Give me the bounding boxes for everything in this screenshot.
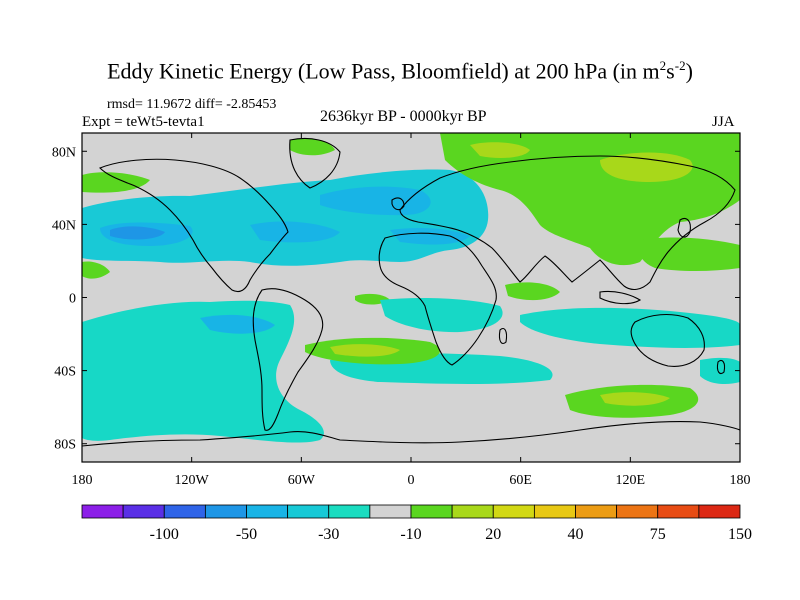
colorbar-swatch xyxy=(575,504,618,519)
colorbar-swatch xyxy=(533,504,576,519)
colorbar-swatch xyxy=(163,504,206,519)
season-label: JJA xyxy=(712,114,735,130)
lat-label: 40S xyxy=(54,365,76,380)
lat-label: 0 xyxy=(69,292,76,307)
coastline-australia xyxy=(630,313,705,367)
lat-label: 80N xyxy=(52,145,76,160)
coastline-africa xyxy=(378,232,497,366)
lat-label: 40N xyxy=(52,218,76,233)
colorbar-label: -100 xyxy=(150,526,179,543)
colorbar-swatch xyxy=(616,504,659,519)
colorbar-swatch xyxy=(410,504,453,519)
coastline-uk xyxy=(391,197,405,211)
colorbar-label: 20 xyxy=(485,526,501,543)
colorbar-label: -50 xyxy=(236,526,257,543)
anomaly-region-nw-pacific-green xyxy=(638,237,740,271)
anomaly-region-sh-cyan-east xyxy=(700,357,740,384)
colorbar-label: -30 xyxy=(318,526,339,543)
coastline-indonesia xyxy=(599,290,642,305)
page-title: Eddy Kinetic Energy (Low Pass, Bloomfiel… xyxy=(107,58,693,84)
colorbar-swatch xyxy=(657,504,700,519)
colorbar-swatch xyxy=(204,504,247,519)
lon-label: 60W xyxy=(288,473,316,488)
rmsd-diff-stats: rmsd= 11.9672 diff= -2.85453 xyxy=(107,97,277,112)
lon-label: 60E xyxy=(509,473,532,488)
lon-label: 0 xyxy=(408,473,415,488)
colorbar-swatch xyxy=(492,504,535,519)
colorbar-swatch xyxy=(698,504,741,519)
anomaly-region-sh-lime-south xyxy=(600,392,670,406)
experiment-label: Expt = teWt5-tevta1 xyxy=(82,114,205,130)
anomaly-region-asia-lime-2 xyxy=(470,142,530,158)
lon-label: 120E xyxy=(616,473,646,488)
coastline-antarctica xyxy=(82,420,740,447)
colorbar-swatch xyxy=(287,504,330,519)
anomaly-region-eq-green-2 xyxy=(505,282,560,301)
colorbar-swatch xyxy=(369,504,412,519)
colorbar-label: 75 xyxy=(650,526,666,543)
longitude-axis: 180 120W 60W 0 60E 120E 180 xyxy=(72,133,751,488)
lat-label: 80S xyxy=(54,438,76,453)
coastlines xyxy=(82,137,740,447)
anomaly-region-greenland-green xyxy=(290,138,335,156)
anomaly-region-alaska-green xyxy=(82,172,150,193)
coastline-south-america xyxy=(252,288,324,431)
coastline-eurasia xyxy=(399,155,736,291)
anomaly-region-asia-lime-1 xyxy=(600,152,693,182)
anomaly-region-med-blue xyxy=(390,228,470,245)
lon-label: 120W xyxy=(175,473,210,488)
coastline-madagascar xyxy=(498,327,508,345)
anomaly-region-natl-blue-2 xyxy=(250,221,340,243)
colorbar-label: 150 xyxy=(728,526,752,543)
coastline-greenland xyxy=(289,137,341,189)
coastline-japan xyxy=(677,217,691,238)
anomaly-region-nh-deep-blue xyxy=(110,226,165,240)
coastline-north-america xyxy=(99,158,289,293)
anomaly-field xyxy=(82,133,740,443)
colorbar: -100 -50 -30 -10 20 40 75 150 xyxy=(81,504,752,543)
coastline-new-zealand xyxy=(716,359,726,375)
latitude-axis: 80N 40N 0 40S 80S xyxy=(52,145,740,453)
anomaly-region-sh-indian-cyan xyxy=(520,307,740,348)
lon-label: 180 xyxy=(730,473,751,488)
period-label: 2636kyr BP - 0000kyr BP xyxy=(320,108,487,125)
lon-label: 180 xyxy=(72,473,93,488)
colorbar-swatch xyxy=(451,504,494,519)
anomaly-region-sh-lime-band xyxy=(330,344,400,357)
anomaly-region-sh-atlantic-cyan xyxy=(380,298,503,333)
anomaly-region-west-green xyxy=(82,261,110,279)
anomaly-region-sh-blue xyxy=(200,314,275,334)
colorbar-swatch xyxy=(122,504,165,519)
colorbar-swatch xyxy=(246,504,289,519)
colorbar-swatch xyxy=(81,504,124,519)
anomaly-region-sh-pacific-cyan xyxy=(82,300,324,443)
colorbar-label: 40 xyxy=(568,526,584,543)
colorbar-label: -10 xyxy=(400,526,421,543)
colorbar-swatch xyxy=(328,504,371,519)
